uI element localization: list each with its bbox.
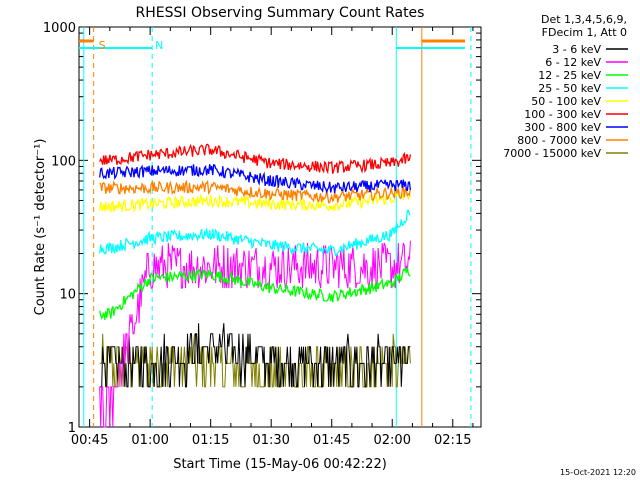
x-tick-label: 00:45 (71, 433, 108, 448)
state-marker-label: S (99, 39, 106, 52)
series-line-6-12keV (99, 240, 411, 428)
y-tick-label: 1000 (43, 21, 76, 36)
y-tick-label: 10 (59, 288, 76, 303)
legend-header-line-2: FDecim 1, Att 0 (542, 26, 627, 39)
series-line-25-50keV (99, 209, 411, 257)
y-tick-label: 100 (51, 154, 76, 169)
x-tick-label: 02:00 (374, 433, 411, 448)
legend-label: 800 - 7000 keV (517, 134, 601, 147)
axis-ticks: 00:45 01:00 01:15 01:30 01:45 02:00 02:15 1 10 10… (43, 21, 481, 448)
series-line-12-25keV (99, 266, 411, 320)
legend: Det 1,3,4,5,6,9, FDecim 1, Att 0 3 - 6 k… (503, 13, 628, 160)
series-line-100-300keV (99, 143, 412, 175)
chart-title: RHESSI Observing Summary Count Rates (136, 5, 425, 21)
legend-label: 7000 - 15000 keV (503, 147, 601, 160)
x-axis-label: Start Time (15-May-06 00:42:22) (173, 457, 387, 472)
x-tick-label: 01:30 (252, 433, 289, 448)
y-tick-label: 1 (68, 421, 76, 436)
y-axis-label: Count Rate (s⁻¹ detector⁻¹) (33, 139, 48, 316)
state-marker-label: N (155, 39, 163, 52)
plot-frame (78, 26, 482, 428)
legend-label: 50 - 100 keV (531, 95, 601, 108)
legend-label: 100 - 300 keV (524, 108, 601, 121)
footer-timestamp: 15-Oct-2021 12:20 (560, 468, 636, 477)
legend-header-line-1: Det 1,3,4,5,6,9, (541, 13, 627, 26)
x-tick-label: 01:00 (131, 433, 168, 448)
series-line-3-6keV (99, 323, 411, 388)
x-tick-label: 01:45 (313, 433, 350, 448)
data-series (99, 143, 412, 428)
legend-label: 3 - 6 keV (552, 43, 601, 56)
series-line-800-7000keV (99, 179, 412, 204)
series-line-300-800keV (99, 163, 412, 194)
legend-label: 300 - 800 keV (524, 121, 601, 134)
x-tick-label: 02:15 (434, 433, 471, 448)
x-tick-label: 01:15 (192, 433, 229, 448)
series-line-7000-15000keV (99, 333, 411, 388)
legend-label: 12 - 25 keV (538, 69, 601, 82)
series-line-50-100keV (99, 188, 411, 213)
legend-label: 25 - 50 keV (538, 82, 601, 95)
legend-label: 6 - 12 keV (545, 56, 601, 69)
